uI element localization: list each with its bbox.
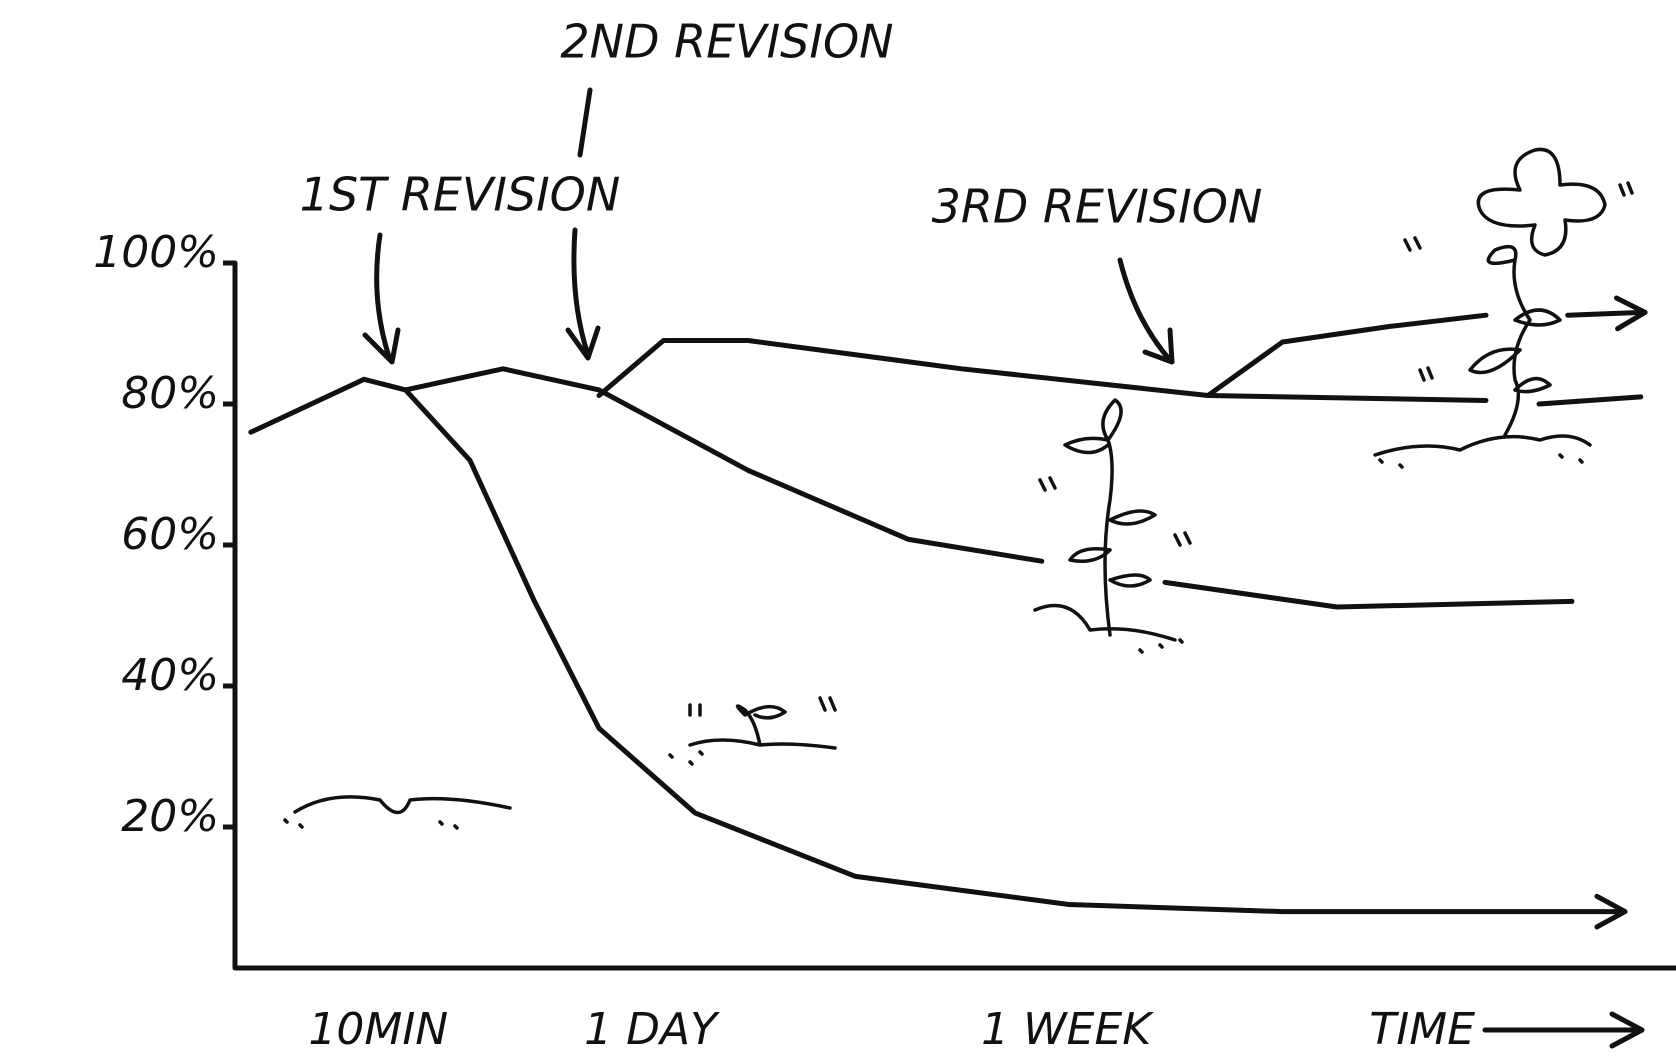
chart: 2ND REVISION 1ST REVISION 3RD REVISION T…: [0, 0, 1676, 1063]
annotation: 1ST REVISION: [300, 168, 621, 222]
page: 2ND REVISION 1ST REVISION 3RD REVISION T…: [0, 0, 1676, 1063]
series-line: [406, 369, 1573, 607]
annotation-arrow: [568, 90, 598, 358]
series-line: [1208, 312, 1645, 395]
annotation-arrow: [365, 235, 398, 362]
y-tick-label: 80%: [121, 368, 219, 419]
y-tick-label: 40%: [121, 650, 219, 701]
plant-doodle: [285, 149, 1632, 828]
annotation: 3RD REVISION: [932, 180, 1263, 234]
x-tick-label: 10MIN: [308, 1004, 448, 1055]
series-line: [251, 379, 1625, 911]
y-tick-label: 20%: [121, 791, 219, 842]
x-tick-label: 1 DAY: [584, 1004, 720, 1055]
y-tick-label: 100%: [93, 227, 219, 278]
annotation-arrow: [1120, 260, 1172, 362]
x-axis-label: TIME: [1369, 1004, 1475, 1055]
x-tick-label: 1 WEEK: [981, 1004, 1154, 1055]
annotation: 2ND REVISION: [560, 15, 893, 69]
y-tick-label: 60%: [121, 509, 219, 560]
x-axis-arrow: [1485, 1014, 1642, 1046]
